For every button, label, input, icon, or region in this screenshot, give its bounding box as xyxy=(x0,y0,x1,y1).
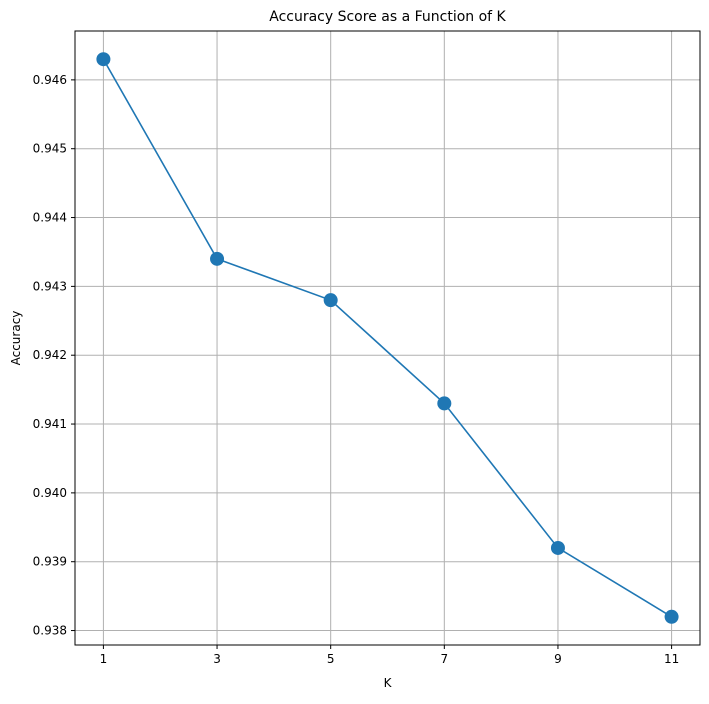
x-tick-label: 9 xyxy=(554,652,562,666)
grid-layer xyxy=(75,31,700,645)
data-point-k-5 xyxy=(323,293,338,308)
data-point-k-9 xyxy=(550,540,565,555)
x-tick-label: 7 xyxy=(440,652,448,666)
series-layer xyxy=(96,52,679,624)
y-tick-label: 0.944 xyxy=(33,211,67,225)
y-tick-label: 0.940 xyxy=(33,486,67,500)
y-tick-label: 0.939 xyxy=(33,555,67,569)
accuracy-series-line xyxy=(102,58,673,618)
x-tick-label: 1 xyxy=(100,652,108,666)
y-tick-label: 0.946 xyxy=(33,73,67,87)
data-point-k-7 xyxy=(437,396,452,411)
x-axis-label: K xyxy=(384,676,393,690)
chart-title: Accuracy Score as a Function of K xyxy=(269,9,506,25)
y-tick-label: 0.945 xyxy=(33,142,67,156)
data-point-k-1 xyxy=(96,52,111,67)
ticks-layer: 1 3 5 7 9 11 0.938 0.939 0.940 0.941 0.942 0.943 0.9… xyxy=(33,73,680,666)
x-tick-label: 5 xyxy=(327,652,335,666)
y-tick-label: 0.943 xyxy=(33,279,67,293)
y-tick-label: 0.938 xyxy=(33,624,67,638)
y-tick-label: 0.942 xyxy=(33,348,67,362)
y-tick-label: 0.941 xyxy=(33,417,67,431)
data-point-k-11 xyxy=(664,609,679,624)
plot-frame xyxy=(74,30,701,646)
x-tick-label: 11 xyxy=(664,652,679,666)
y-axis-label: Accuracy xyxy=(9,311,23,366)
data-point-k-3 xyxy=(210,251,225,266)
x-tick-label: 3 xyxy=(213,652,221,666)
